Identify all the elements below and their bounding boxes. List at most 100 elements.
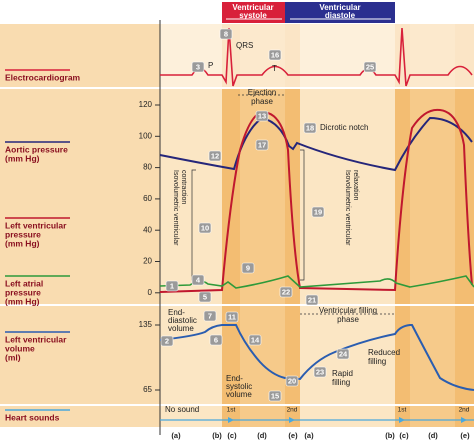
y-tick-label: 65 <box>143 385 152 394</box>
annotation: No sound <box>165 405 199 414</box>
step-marker: 22 <box>279 286 293 298</box>
marker-number: 11 <box>228 312 236 321</box>
marker-box <box>279 286 293 298</box>
annotation: 2nd <box>287 407 298 414</box>
step-marker: 24 <box>336 348 350 360</box>
step-marker: 21 <box>305 294 319 306</box>
step-marker: 9 <box>241 262 255 274</box>
step-marker: 10 <box>198 222 212 234</box>
legend-label: (mm Hg) <box>5 296 40 306</box>
phase-header: Ventricular <box>232 3 273 12</box>
marker-number: 13 <box>258 111 266 120</box>
y-tick-label: 100 <box>139 131 153 140</box>
phase-header: diastole <box>325 11 356 20</box>
annotation: Rapid <box>332 369 353 378</box>
annotation: Isovolumetric ventricular <box>172 170 179 246</box>
legend-label: Aortic pressure <box>5 144 68 154</box>
marker-number: 5 <box>203 292 207 301</box>
marker-box <box>198 222 212 234</box>
marker-number: 23 <box>316 367 324 376</box>
step-marker: 15 <box>268 390 282 402</box>
legend-label: pressure <box>5 287 41 297</box>
marker-number: 24 <box>339 349 348 358</box>
marker-number: 19 <box>314 207 322 216</box>
annotation: End- <box>168 308 185 317</box>
marker-number: 15 <box>271 391 279 400</box>
phase-label: (e) <box>460 431 470 440</box>
phase-label: (d) <box>428 431 438 440</box>
marker-number: 3 <box>196 62 200 71</box>
annotation: volume <box>168 324 194 333</box>
marker-box <box>160 335 174 347</box>
phase-header: Ventricular <box>319 3 360 12</box>
step-marker: 3 <box>191 61 205 73</box>
marker-box <box>209 334 223 346</box>
marker-number: 12 <box>211 151 219 160</box>
phase-label: (b) <box>385 431 395 440</box>
annotation: filling <box>368 357 386 366</box>
annotation: 1st <box>227 407 236 414</box>
marker-box <box>198 291 212 303</box>
marker-number: 14 <box>251 335 260 344</box>
marker-box <box>219 28 233 40</box>
step-marker: 2 <box>160 335 174 347</box>
legend-label: (mm Hg) <box>5 238 40 248</box>
annotation: phase <box>337 315 359 324</box>
marker-box <box>336 348 350 360</box>
step-marker: 23 <box>313 366 327 378</box>
annotation: Reduced <box>368 348 400 357</box>
marker-number: 6 <box>214 335 218 344</box>
marker-box <box>363 61 377 73</box>
marker-number: 7 <box>208 311 212 320</box>
legend-label: volume <box>5 343 35 353</box>
marker-box <box>313 366 327 378</box>
annotation: 1st <box>398 407 407 414</box>
marker-box <box>191 61 205 73</box>
y-tick-label: 135 <box>139 320 153 329</box>
marker-box <box>255 110 269 122</box>
marker-box <box>208 150 222 162</box>
y-tick-label: 60 <box>143 194 152 203</box>
sound-mark <box>461 417 467 423</box>
marker-box <box>248 334 262 346</box>
step-marker: 8 <box>219 28 233 40</box>
step-marker: 6 <box>209 334 223 346</box>
marker-number: 20 <box>288 376 296 385</box>
annotation: End- <box>226 374 243 383</box>
step-marker: 12 <box>208 150 222 162</box>
marker-number: 18 <box>306 123 314 132</box>
annotation: phase <box>251 97 273 106</box>
marker-number: 4 <box>196 275 201 284</box>
step-marker: 1 <box>165 280 179 292</box>
y-tick-label: 120 <box>139 100 153 109</box>
step-marker: 5 <box>198 291 212 303</box>
phase-label: (b) <box>212 431 222 440</box>
marker-number: 2 <box>165 336 169 345</box>
y-tick-label: 80 <box>143 163 152 172</box>
step-marker: 25 <box>363 61 377 73</box>
marker-number: 8 <box>224 29 228 38</box>
annotation: contraction <box>180 170 187 204</box>
legend-label: (mm Hg) <box>5 153 40 163</box>
annotation: Ventricular filling <box>319 306 377 315</box>
annotation: filling <box>332 378 350 387</box>
marker-number: 16 <box>271 50 279 59</box>
marker-number: 1 <box>170 281 174 290</box>
annotation: QRS <box>236 41 253 50</box>
annotation: diastolic <box>168 316 197 325</box>
step-marker: 18 <box>303 122 317 134</box>
phase-label: (d) <box>257 431 267 440</box>
step-marker: 4 <box>191 274 205 286</box>
marker-number: 25 <box>366 62 374 71</box>
legend-label: Heart sounds <box>5 412 60 422</box>
step-marker: 11 <box>225 311 239 323</box>
sound-mark <box>228 417 234 423</box>
step-marker: 20 <box>285 375 299 387</box>
marker-box <box>311 206 325 218</box>
marker-box <box>303 122 317 134</box>
legend-label: Left ventricular <box>5 220 67 230</box>
step-marker: 13 <box>255 110 269 122</box>
marker-box <box>203 310 217 322</box>
legend-label: Electrocardiogram <box>5 72 81 82</box>
step-marker: 14 <box>248 334 262 346</box>
